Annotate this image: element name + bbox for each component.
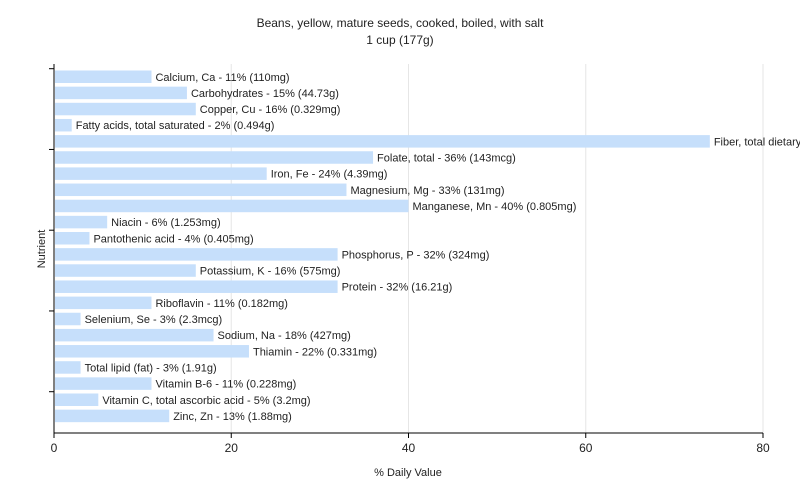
bar: [55, 86, 187, 100]
bar-label: Selenium, Se - 3% (2.3mcg): [85, 314, 223, 326]
x-axis-label: % Daily Value: [374, 467, 442, 479]
bar-label: Carbohydrates - 15% (44.73g): [191, 88, 339, 100]
bar-label: Zinc, Zn - 13% (1.88mg): [173, 411, 292, 423]
bar: [55, 312, 81, 326]
x-tick-label: 0: [51, 441, 58, 455]
bar: [55, 183, 347, 197]
bar-label: Phosphorus, P - 32% (324mg): [342, 249, 490, 261]
bar: [55, 393, 99, 406]
bar-label: Folate, total - 36% (143mcg): [377, 153, 516, 165]
bar: [55, 280, 338, 293]
bar: [55, 264, 196, 277]
bar-label: Potassium, K - 16% (575mg): [200, 266, 341, 278]
bar-label: Sodium, Na - 18% (427mg): [218, 330, 351, 342]
bar: [55, 296, 152, 310]
bar-label: Fiber, total dietary - 74% (18.4g): [714, 136, 800, 148]
bar: [55, 167, 267, 180]
x-tick-label: 40: [402, 441, 416, 455]
y-axis-label: Nutrient: [36, 230, 48, 269]
bar-label: Calcium, Ca - 11% (110mg): [155, 72, 289, 84]
bar-label: Riboflavin - 11% (0.182mg): [155, 298, 287, 310]
bar: [55, 102, 196, 116]
bar: [55, 199, 409, 213]
bar: [55, 345, 249, 358]
bar: [55, 232, 90, 245]
bar-label: Fatty acids, total saturated - 2% (0.494…: [76, 120, 275, 132]
bar: [55, 361, 81, 374]
bar-label: Iron, Fe - 24% (4.39mg): [271, 169, 388, 181]
bar-label: Manganese, Mn - 40% (0.805mg): [413, 201, 577, 213]
bar-label: Thiamin - 22% (0.331mg): [253, 346, 377, 358]
bar-labels: Calcium, Ca - 11% (110mg) Carbohydrates -…: [76, 72, 800, 423]
axes: [49, 64, 764, 438]
bar-label: Protein - 32% (16.21g): [342, 282, 453, 294]
bar: [55, 135, 710, 148]
bar: [55, 151, 374, 164]
bar-label: Vitamin C, total ascorbic acid - 5% (3.2…: [102, 395, 310, 407]
chart-title: Beans, yellow, mature seeds, cooked, boi…: [257, 16, 544, 30]
bar-label: Pantothenic acid - 4% (0.405mg): [93, 233, 253, 245]
bar: [55, 377, 152, 390]
bar: [55, 248, 338, 261]
bar-label: Copper, Cu - 16% (0.329mg): [200, 104, 341, 116]
bar: [55, 328, 214, 342]
bar-label: Niacin - 6% (1.253mg): [111, 217, 220, 229]
x-tick-label: 20: [225, 441, 239, 455]
bar-label: Magnesium, Mg - 33% (131mg): [350, 185, 504, 197]
x-tick-labels: 0 20 40 60 80: [51, 441, 770, 455]
bar: [55, 409, 170, 423]
x-tick-label: 80: [756, 441, 770, 455]
bar: [55, 118, 72, 132]
chart-subtitle: 1 cup (177g): [366, 33, 433, 47]
bar: [55, 215, 108, 229]
x-tick-label: 60: [579, 441, 593, 455]
bar: [55, 70, 152, 83]
bar-label: Total lipid (fat) - 3% (1.91g): [85, 362, 217, 374]
bar-label: Vitamin B-6 - 11% (0.228mg): [155, 379, 296, 391]
bars: [55, 70, 710, 423]
